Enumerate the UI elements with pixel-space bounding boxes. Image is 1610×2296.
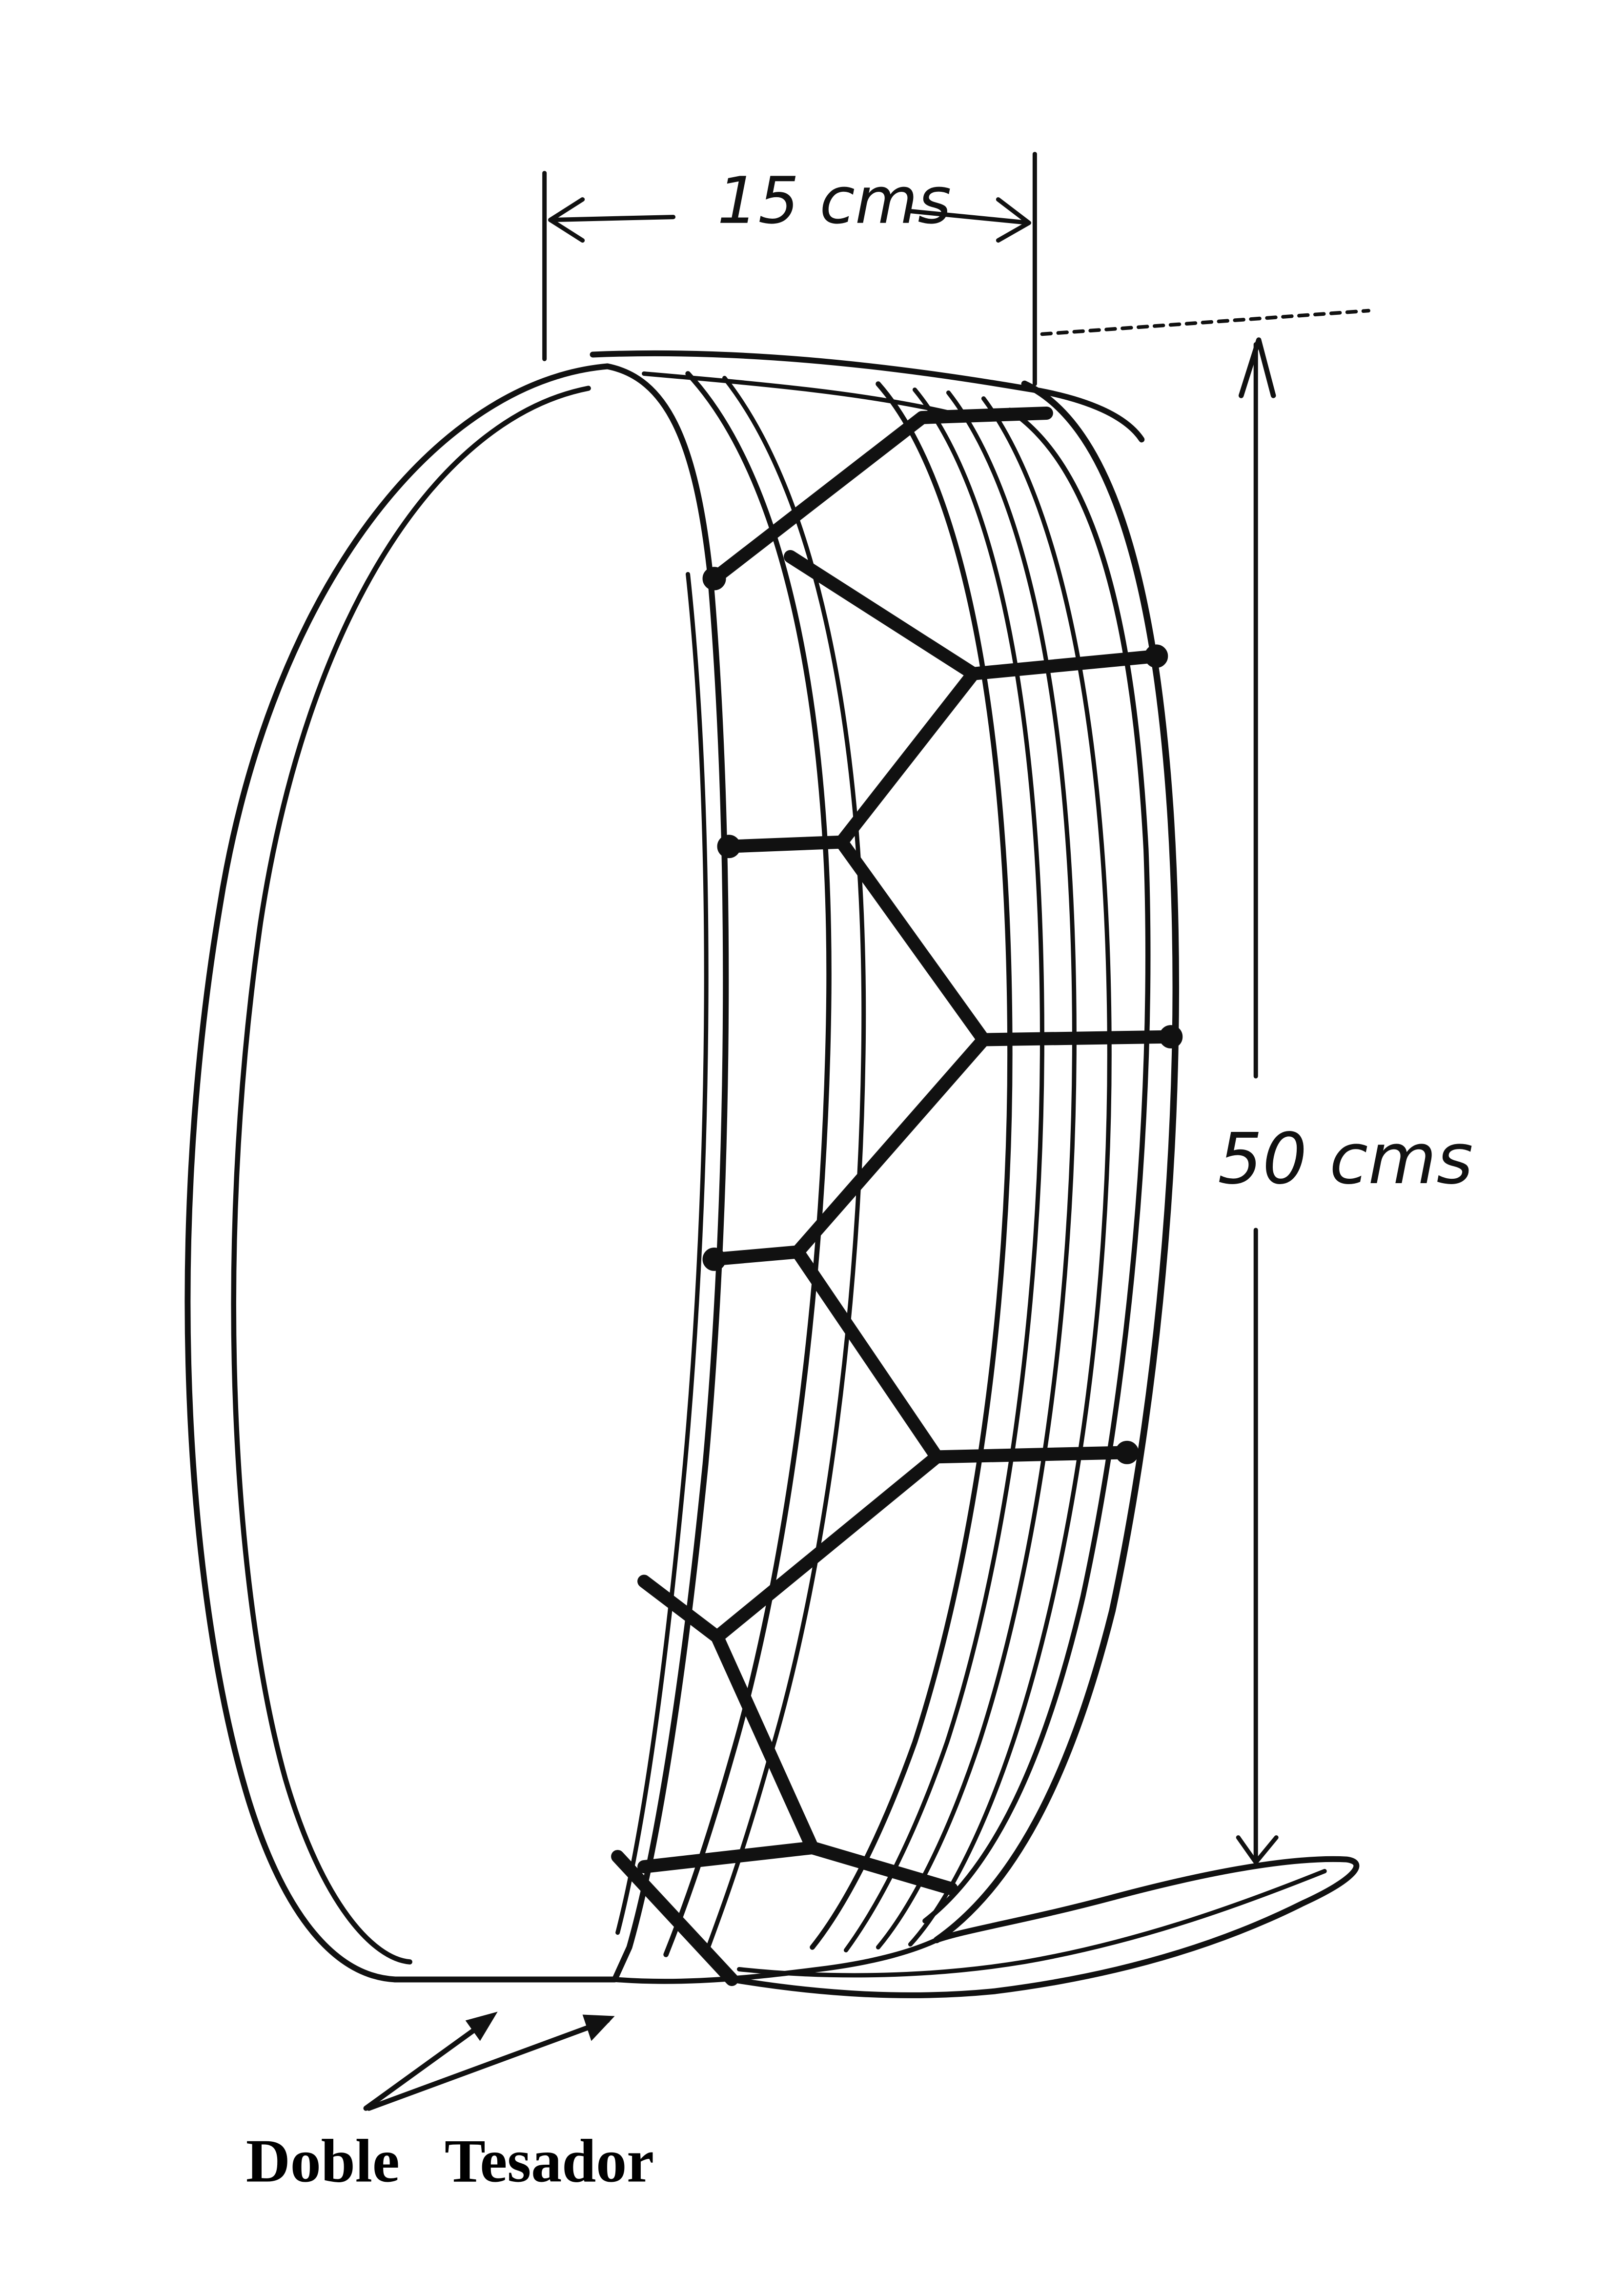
tension-cords xyxy=(611,406,1183,1986)
arrowhead-right xyxy=(582,2014,615,2041)
drum-shell xyxy=(392,350,1180,1984)
height-dimension: 50 cms xyxy=(1040,308,1473,1865)
shell-hoop-bands xyxy=(663,371,1112,1957)
height-dimension-label: 50 cms xyxy=(1218,1118,1473,1200)
caption-doble-tesador: Doble Tesador xyxy=(246,2127,654,2195)
drum-front-rim xyxy=(184,363,713,1983)
width-dimension-label: 15 cms xyxy=(717,164,952,239)
carrying-strap xyxy=(729,1856,1360,1998)
tensioner-pointer-arrows xyxy=(363,2011,615,2111)
width-dimension: 15 cms xyxy=(542,152,1037,386)
arrowhead-left xyxy=(465,2011,498,2041)
